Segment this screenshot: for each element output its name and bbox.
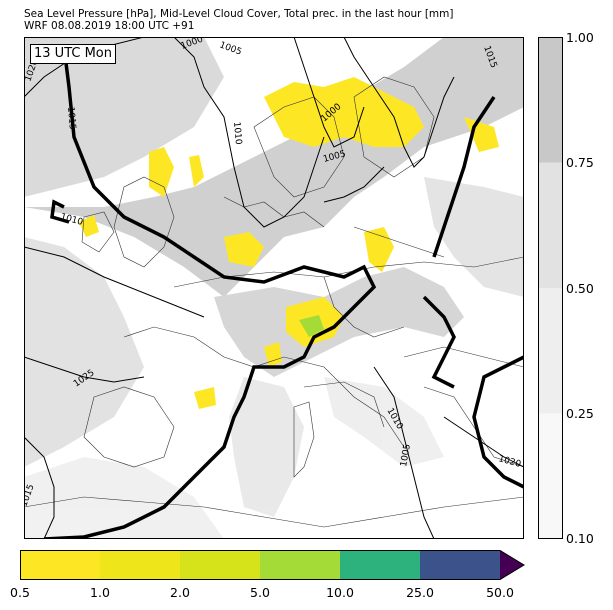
weather-map: 1020 1000 1005 1015 1010 1000 1005 1015 … [24, 37, 524, 539]
map-frame [24, 37, 524, 539]
cloud-bin-0 [538, 37, 563, 163]
coastlines [24, 76, 524, 528]
precip-bin-2 [180, 550, 260, 580]
cloud-bin-2 [538, 288, 563, 414]
precip-bin-4 [340, 550, 420, 580]
precip-extend-arrow [500, 550, 524, 580]
isobar-1015-bold [43, 46, 524, 539]
cloud-cover-colorbar [538, 37, 563, 539]
precip-bin-3 [260, 550, 340, 580]
precip-tick: 2.0 [170, 585, 190, 600]
precip-bin-0 [20, 550, 100, 580]
chart-subtitle: WRF 08.08.2019 18:00 UTC +91 [24, 20, 195, 32]
precip-tick: 0.5 [10, 585, 30, 600]
precip-tick: 25.0 [406, 585, 434, 600]
isobar-label: 1015 [65, 106, 77, 130]
cloud-tick: 0.50 [566, 281, 594, 296]
chart-title: Sea Level Pressure [hPa], Mid-Level Clou… [24, 8, 454, 20]
precip-moderate [299, 315, 324, 337]
precipitation-colorbar [20, 550, 525, 580]
time-badge: 13 UTC Mon [30, 44, 116, 64]
cloud-tick: 0.25 [566, 406, 594, 421]
precip-tick: 50.0 [486, 585, 514, 600]
cloud-bin-3 [538, 413, 563, 539]
cloud-tick: 1.00 [566, 30, 594, 45]
precip-tick: 1.0 [90, 585, 110, 600]
cloud-tick: 0.75 [566, 155, 594, 170]
precip-tick: 5.0 [250, 585, 270, 600]
cloud-bin-1 [538, 162, 563, 288]
precip-bin-5 [420, 550, 500, 580]
isobar-label: 1010 [231, 121, 243, 145]
precip-tick: 10.0 [326, 585, 354, 600]
precip-bin-1 [100, 550, 180, 580]
cloud-tick: 0.10 [566, 531, 594, 546]
isobar-label: 1005 [399, 443, 413, 467]
